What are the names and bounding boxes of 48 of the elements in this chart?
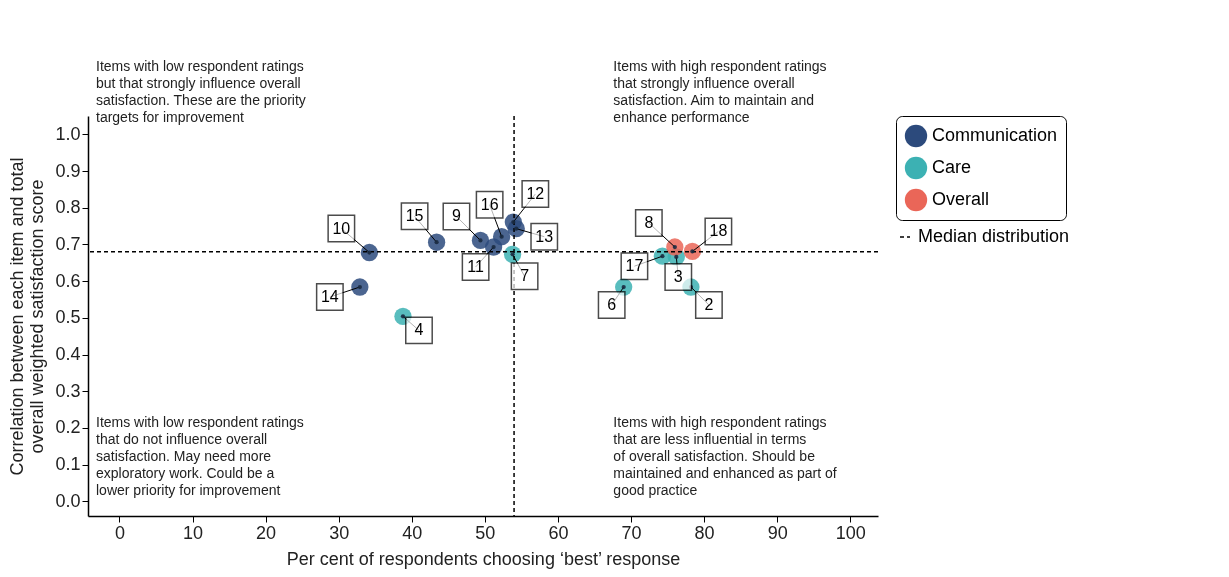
y-tick-label: 0.6 [55,270,81,291]
annotation: 4 [414,321,424,339]
legend-label: Care [932,157,972,177]
x-tick-label: 90 [767,522,788,543]
x-tick-label: 50 [475,522,496,543]
annotation: Items with high respondent ratings that are less influential in terms of overall satisfaction. Should be maintained and enhanced as part of good practice [613,414,837,498]
x-tick-label: 20 [256,522,277,543]
y-tick-label: 0.0 [55,490,81,511]
annotation: Items with low respondent ratings that do not influence overall satisfaction. May need more exploratory work. Could be a lower priority for improvement [96,414,304,498]
y-tick-label: 0.3 [55,380,81,401]
x-tick-label: 60 [548,522,569,543]
y-tick-label: 0.4 [55,344,81,365]
annotation: 16 [480,195,499,213]
annotation: 8 [644,214,654,232]
annotation: 17 [625,257,644,275]
y-tick-label: 0.2 [55,417,81,438]
x-tick-label: 70 [621,522,642,543]
annotation: 15 [405,207,424,225]
y-tick-label: 1.0 [55,123,81,144]
x-tick-label: 80 [694,522,715,543]
x-tick-label: 40 [402,522,423,543]
legend-label: Overall [932,189,990,209]
y-tick-label: 0.8 [55,197,81,218]
y-tick-label: 0.1 [55,454,81,475]
annotation: Items with low respondent ratings but that strongly influence overall satisfaction. These are the priority targets for improvement [96,58,306,125]
x-tick-label: 0 [114,522,125,543]
annotation: 3 [673,267,683,285]
legend-label: Communication [932,125,1058,145]
x-tick-label: 30 [329,522,350,543]
annotation: 10 [332,219,351,237]
legend-label: Median distribution [918,226,1070,246]
annotation: 13 [535,227,554,245]
annotation: 11 [467,258,484,276]
annotation: 12 [526,185,545,203]
annotation: 2 [704,296,714,314]
annotation: 9 [451,207,461,225]
annotation: 6 [607,296,617,314]
y-tick-label: 0.5 [55,307,81,328]
annotation: 7 [520,267,530,285]
x-tick-label: 10 [182,522,204,543]
y-tick-label: 0.9 [55,160,81,181]
y-axis-title: Correlation between each item and total overall weighted satisfaction score [7,157,48,476]
annotation: Items with high respondent ratings that strongly influence overall satisfaction. Aim to maintain and enhance performance [613,58,827,125]
y-tick-label: 0.7 [55,233,81,254]
x-tick-label: 100 [835,522,866,543]
annotation: 18 [709,222,728,240]
x-axis-title: Per cent of respondents choosing ‘best’ response [286,548,681,569]
annotation: 14 [320,288,339,306]
